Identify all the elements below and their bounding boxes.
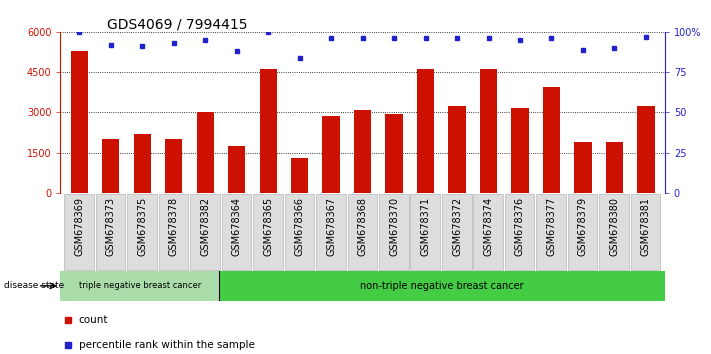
Bar [196, 113, 214, 193]
Text: count: count [79, 315, 108, 325]
Bar [260, 69, 277, 193]
FancyBboxPatch shape [222, 194, 251, 270]
Bar [385, 114, 402, 193]
Text: GSM678373: GSM678373 [106, 197, 116, 256]
FancyBboxPatch shape [60, 271, 220, 301]
Bar [480, 69, 497, 193]
Text: triple negative breast cancer: triple negative breast cancer [79, 281, 201, 290]
Text: GSM678376: GSM678376 [515, 197, 525, 256]
Bar [323, 116, 340, 193]
Bar [134, 134, 151, 193]
Text: GSM678367: GSM678367 [326, 197, 336, 256]
Text: GSM678377: GSM678377 [547, 197, 557, 256]
Bar [102, 139, 119, 193]
Text: GSM678374: GSM678374 [483, 197, 493, 256]
FancyBboxPatch shape [599, 194, 629, 270]
FancyBboxPatch shape [410, 194, 440, 270]
Bar [417, 69, 434, 193]
Text: GSM678368: GSM678368 [358, 197, 368, 256]
Text: GSM678372: GSM678372 [452, 197, 462, 256]
FancyBboxPatch shape [568, 194, 597, 270]
Text: percentile rank within the sample: percentile rank within the sample [79, 340, 255, 350]
FancyBboxPatch shape [316, 194, 346, 270]
FancyBboxPatch shape [474, 194, 503, 270]
Text: GSM678369: GSM678369 [75, 197, 85, 256]
Text: GSM678378: GSM678378 [169, 197, 178, 256]
Text: GSM678379: GSM678379 [578, 197, 588, 256]
FancyBboxPatch shape [284, 194, 314, 270]
Text: GSM678365: GSM678365 [263, 197, 273, 256]
Bar [606, 142, 623, 193]
FancyBboxPatch shape [96, 194, 125, 270]
FancyBboxPatch shape [253, 194, 283, 270]
FancyBboxPatch shape [220, 271, 665, 301]
Bar [449, 106, 466, 193]
Bar [70, 51, 88, 193]
Text: GSM678380: GSM678380 [609, 197, 619, 256]
FancyBboxPatch shape [190, 194, 220, 270]
Bar [574, 142, 592, 193]
FancyBboxPatch shape [379, 194, 409, 270]
Text: GSM678375: GSM678375 [137, 197, 147, 256]
Bar [542, 87, 560, 193]
Text: GSM678381: GSM678381 [641, 197, 651, 256]
Text: non-triple negative breast cancer: non-triple negative breast cancer [360, 281, 524, 291]
Text: disease state: disease state [4, 281, 64, 290]
Bar [165, 139, 183, 193]
FancyBboxPatch shape [348, 194, 377, 270]
FancyBboxPatch shape [127, 194, 156, 270]
Bar [511, 108, 529, 193]
FancyBboxPatch shape [631, 194, 661, 270]
FancyBboxPatch shape [505, 194, 535, 270]
Bar [228, 146, 245, 193]
Text: GSM678371: GSM678371 [421, 197, 431, 256]
FancyBboxPatch shape [159, 194, 188, 270]
Text: GSM678382: GSM678382 [201, 197, 210, 256]
Bar [291, 158, 309, 193]
Bar [637, 106, 655, 193]
Text: GSM678366: GSM678366 [294, 197, 304, 256]
FancyBboxPatch shape [64, 194, 94, 270]
Text: GSM678370: GSM678370 [389, 197, 399, 256]
FancyBboxPatch shape [536, 194, 566, 270]
Text: GSM678364: GSM678364 [232, 197, 242, 256]
Text: GDS4069 / 7994415: GDS4069 / 7994415 [107, 18, 247, 32]
Bar [354, 110, 371, 193]
FancyBboxPatch shape [442, 194, 471, 270]
